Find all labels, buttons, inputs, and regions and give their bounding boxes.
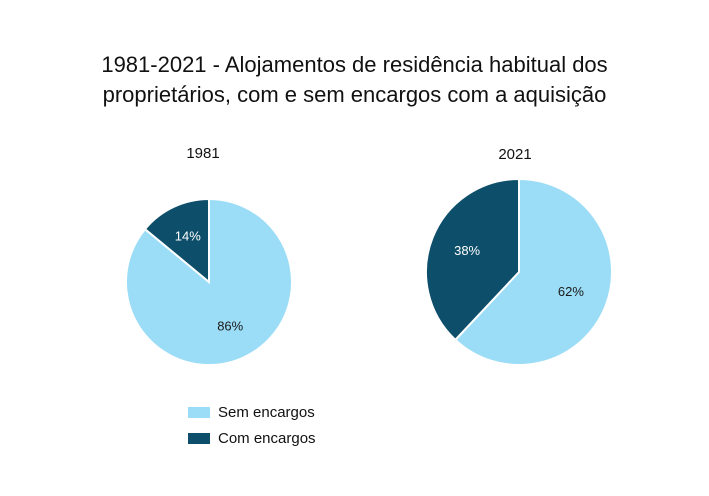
legend-label-com-encargos: Com encargos [218, 429, 316, 447]
pie-1981-slice-com-encargos [143, 197, 210, 285]
pie-1981-label-sem-encargos: 86% [217, 318, 243, 333]
pie-title-1981: 1981 [186, 145, 220, 162]
pie-2021-label-sem-encargos: 62% [558, 284, 584, 299]
pie-2021-slice-com-encargos [425, 177, 520, 342]
legend-item-sem-encargos: Sem encargos [188, 399, 316, 425]
legend-item-com-encargos: Com encargos [188, 425, 316, 451]
pie-2021-label-com-encargos: 38% [454, 243, 480, 258]
legend-swatch-com-encargos [188, 432, 210, 444]
pie-title-2021: 2021 [498, 146, 532, 163]
legend: Sem encargos Com encargos [188, 399, 316, 451]
chart-title-line-1: 1981-2021 - Alojamentos de residência ha… [101, 52, 608, 77]
pie-2021-slice-sem-encargos [453, 177, 613, 366]
legend-label-sem-encargos: Sem encargos [218, 403, 315, 421]
legend-swatch-sem-encargos [188, 406, 210, 418]
chart-title-line-2: proprietários, com e sem encargos com a … [102, 82, 607, 107]
pie-1981-label-com-encargos: 14% [175, 228, 201, 243]
chart-title: 1981-2021 - Alojamentos de residência ha… [0, 50, 709, 110]
